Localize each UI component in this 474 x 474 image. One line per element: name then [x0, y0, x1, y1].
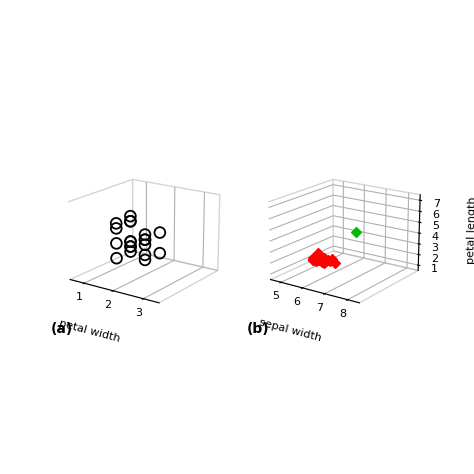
Text: (a): (a) [51, 322, 73, 337]
X-axis label: sepal width: sepal width [257, 318, 322, 344]
X-axis label: petal width: petal width [58, 318, 121, 344]
Text: (b): (b) [246, 322, 269, 337]
